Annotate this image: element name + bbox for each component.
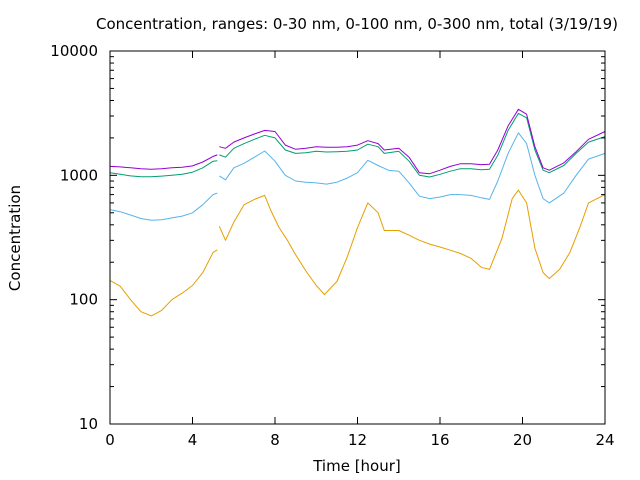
y-tick-label: 10000 xyxy=(50,42,98,60)
y-axis-title: Concentration xyxy=(6,185,24,291)
x-tick-label: 16 xyxy=(430,431,449,449)
y-tick-label: 10 xyxy=(79,415,98,433)
x-tick-label: 12 xyxy=(348,431,367,449)
ticks-layer: 0 4 8 12 16 20 24 10 100 1000 10000 xyxy=(50,42,614,449)
series-0-line-segment-0 xyxy=(109,249,218,317)
series-1 xyxy=(109,132,606,221)
series-2 xyxy=(109,112,606,178)
series-0 xyxy=(109,189,606,317)
x-tick-label: 24 xyxy=(595,431,614,449)
series-3 xyxy=(109,108,606,175)
series-2-line-segment-0 xyxy=(109,160,218,178)
chart-title: Concentration, ranges: 0-30 nm, 0-100 nm… xyxy=(96,15,618,33)
x-tick-label: 0 xyxy=(105,431,115,449)
y-tick-label: 100 xyxy=(69,291,98,309)
series-0-line-segment-1 xyxy=(218,189,606,295)
x-axis-title: Time [hour] xyxy=(312,457,401,475)
series-2-line-segment-1 xyxy=(219,112,606,178)
series-1-line-segment-1 xyxy=(219,132,606,204)
plot-frame xyxy=(109,50,606,425)
x-tick-label: 4 xyxy=(188,431,198,449)
series-layer xyxy=(109,108,606,317)
series-3-line-segment-1 xyxy=(219,108,606,175)
series-3-line-segment-0 xyxy=(109,154,218,170)
x-tick-label: 8 xyxy=(270,431,280,449)
y-tick-label: 1000 xyxy=(60,166,98,184)
x-tick-label: 20 xyxy=(513,431,532,449)
series-1-line-segment-0 xyxy=(109,192,218,221)
